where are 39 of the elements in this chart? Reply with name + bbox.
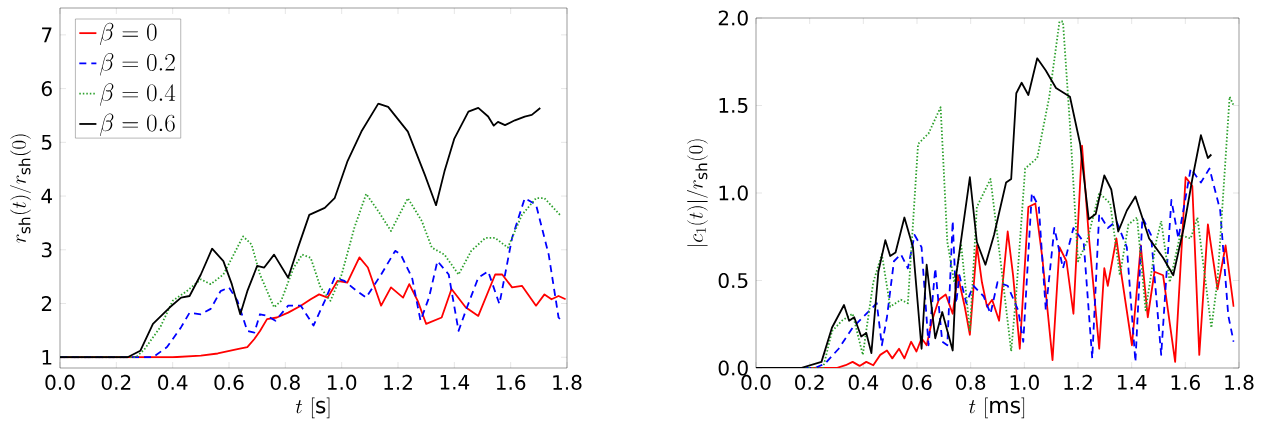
- y-tick-label: 1.0: [719, 185, 748, 201]
- y-tick-label: 0.5: [718, 272, 748, 289]
- x-axis-title: $t\ [\mathrm{ms}]$: [969, 397, 1025, 419]
- x-tick-label: 0.8: [956, 374, 986, 390]
- x-tick-label: 0.6: [214, 374, 244, 390]
- y-tick-label: 1.5: [719, 98, 748, 113]
- x-tick-label: 0.2: [795, 374, 824, 390]
- x-tick-label: 1.4: [440, 374, 470, 390]
- x-tick-label: 1.4: [1117, 374, 1147, 390]
- y-axis-title: $|c_1(t)|/r_{\mathrm{sh}}(0)$: [687, 139, 708, 247]
- x-tick-label: 1.0: [1010, 374, 1039, 390]
- legend-label: $\beta=0$: [100, 22, 157, 46]
- x-tick-label: 1.2: [384, 374, 412, 390]
- x-tick-label: 1.6: [1171, 374, 1200, 390]
- y-tick-label: 6: [41, 81, 52, 97]
- x-tick-label: 0.4: [848, 374, 879, 390]
- x-tick-label: 1.0: [327, 374, 357, 390]
- x-tick-label: 1.8: [1225, 374, 1254, 390]
- x-tick-label: 1.2: [1064, 374, 1092, 390]
- x-tick-label: 0.4: [158, 374, 188, 390]
- x-tick-label: 0.2: [101, 374, 131, 390]
- y-tick-label: 0.0: [718, 360, 748, 376]
- legend-label: $\beta=0.4$: [100, 83, 176, 106]
- x-tick-label: 0.0: [741, 374, 771, 390]
- y-tick-label: 1: [42, 349, 52, 365]
- x-tick-label: 1.6: [496, 374, 526, 390]
- y-axis-title: $r_{\mathrm{sh}}(t)/r_{\mathrm{sh}}(0)$: [10, 134, 31, 243]
- legend-label: $\beta=0.6$: [100, 113, 175, 136]
- x-axis-title: $t\ [\mathrm{s}]$: [295, 397, 330, 419]
- y-tick-label: 5: [41, 134, 52, 150]
- y-tick-label: 3: [41, 242, 52, 258]
- y-tick-label: 4: [41, 188, 53, 204]
- y-tick-label: 2: [41, 296, 52, 311]
- x-tick-label: 0.6: [902, 374, 932, 390]
- legend-label: $\beta=0.2$: [100, 53, 175, 76]
- y-tick-label: 2.0: [718, 10, 748, 26]
- x-tick-label: 0.8: [270, 374, 300, 390]
- y-tick-label: 7: [42, 27, 52, 43]
- x-tick-label: 1.8: [553, 374, 582, 390]
